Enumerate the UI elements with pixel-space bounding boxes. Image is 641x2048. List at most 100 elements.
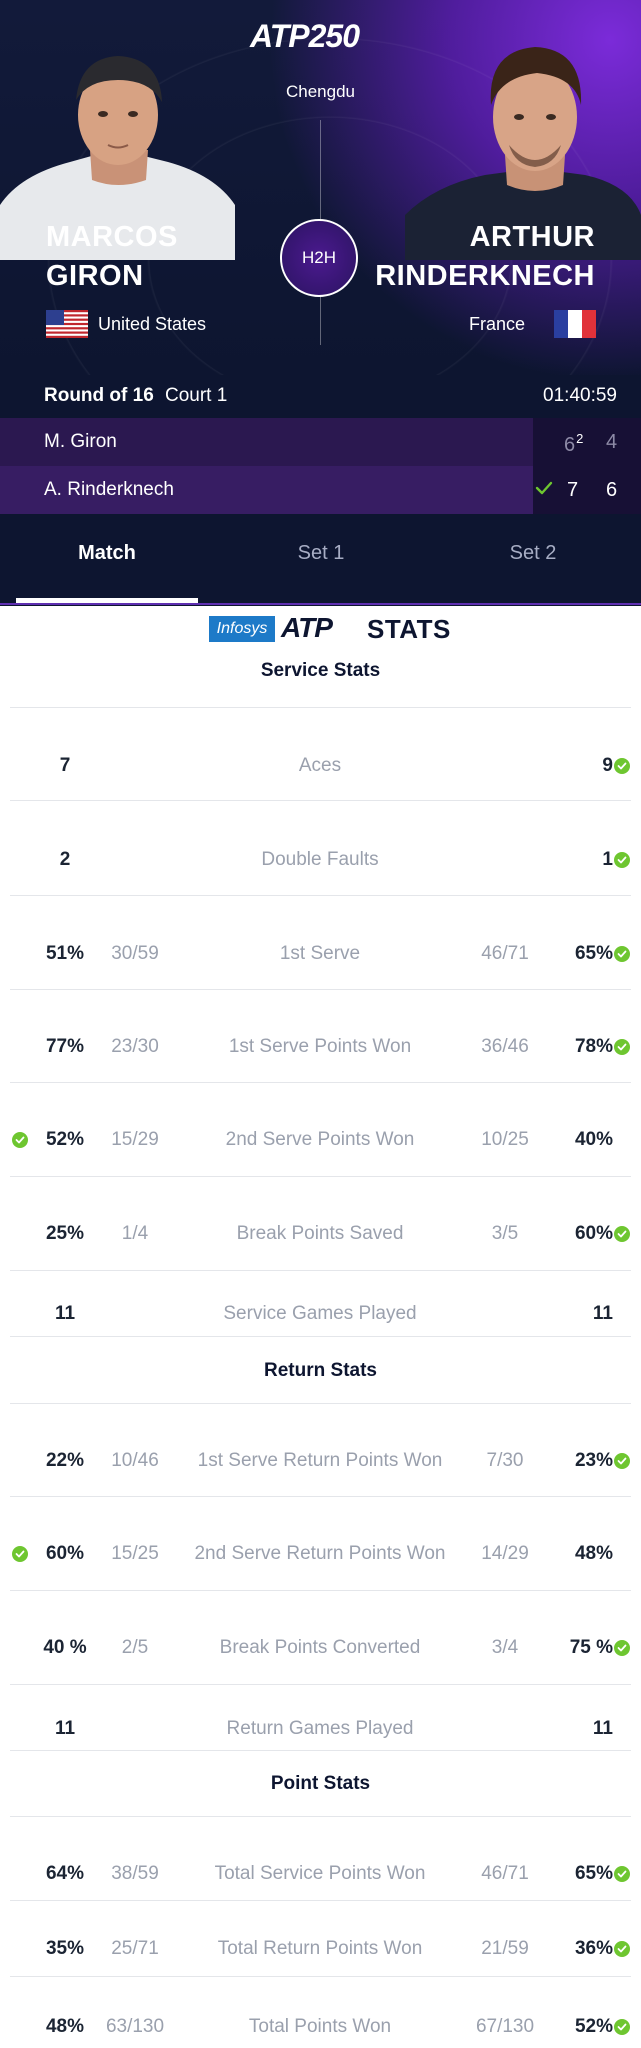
stat-right-detail: 67/130 [475, 2016, 535, 2037]
france-flag-icon [554, 310, 596, 338]
leader-check-icon [614, 758, 630, 774]
stat-left-value: 60% [45, 1543, 85, 1564]
stat-label: Double Faults [261, 849, 379, 870]
stat-right-detail: 46/71 [481, 943, 529, 964]
tab-match[interactable]: Match [78, 542, 136, 564]
atp250-logo-text: ATP250 [250, 18, 360, 54]
player2-last-name: RINDERKNECH [375, 260, 595, 292]
stat-left-detail: 63/130 [105, 2016, 165, 2037]
player1-name[interactable]: MARCOS GIRON [46, 218, 178, 296]
stat-left-detail: 30/59 [111, 943, 159, 964]
player1-set1-games: 6 [564, 434, 576, 456]
player1-set1-score: 62 [564, 431, 583, 457]
scoreboard-row-player2: A. Rinderknech 7 6 [0, 466, 641, 514]
player1-photo[interactable] [0, 30, 235, 260]
stat-left-value: 52% [45, 1129, 85, 1150]
stat-left-detail: 25/71 [111, 1938, 159, 1959]
atp-logo: ATP [281, 612, 333, 643]
player1-country: United States [98, 314, 207, 334]
stat-left-detail: 10/46 [111, 1450, 159, 1471]
divider [10, 1590, 631, 1591]
tab-set-2[interactable]: Set 2 [509, 542, 557, 564]
stat-label: Aces [298, 755, 342, 776]
match-header: ATP250 Chengdu H2H MARCOS GIRON ARTHUR R… [0, 0, 641, 375]
stat-left-detail: 15/25 [111, 1543, 159, 1564]
divider [10, 707, 631, 708]
stat-left-detail: 1/4 [121, 1223, 149, 1244]
leader-check-icon [12, 1132, 28, 1148]
tournament-city: Chengdu [285, 82, 355, 101]
court-label: Court 1 [165, 385, 228, 406]
divider [10, 800, 631, 801]
stat-right-value: 1 [602, 849, 613, 870]
point-stats-title: Point Stats [270, 1773, 371, 1794]
stat-right-value: 9 [602, 755, 613, 776]
return-stats-title: Return Stats [264, 1360, 377, 1381]
stat-right-detail: 14/29 [481, 1543, 529, 1564]
player2-name[interactable]: ARTHUR RINDERKNECH [375, 218, 595, 296]
divider [10, 1496, 631, 1497]
stat-right-value: 75 % [569, 1637, 613, 1658]
stat-left-value: 51% [45, 943, 85, 964]
divider [10, 1900, 631, 1901]
leader-check-icon [614, 946, 630, 962]
stat-label: Break Points Saved [236, 1223, 404, 1244]
player2-first-name: ARTHUR [469, 221, 595, 253]
match-duration: 01:40:59 [543, 385, 617, 406]
leader-check-icon [614, 2019, 630, 2035]
divider [10, 1403, 631, 1404]
stat-right-detail: 21/59 [481, 1938, 529, 1959]
us-flag-icon [46, 310, 88, 338]
leader-check-icon [12, 1546, 28, 1562]
stat-right-value: 65% [574, 1863, 613, 1884]
player2-photo[interactable] [405, 25, 641, 260]
stat-left-value: 7 [59, 755, 71, 776]
stat-right-detail: 46/71 [481, 1863, 529, 1884]
match-info-bar: Round of 16 Court 1 01:40:59 [0, 375, 641, 418]
stat-label: Break Points Converted [219, 1637, 421, 1658]
round-label: Round of 16 [44, 385, 154, 406]
stat-left-value: 35% [45, 1938, 85, 1959]
player1-first-name: MARCOS [46, 221, 178, 253]
stat-right-value: 36% [574, 1938, 613, 1959]
stat-left-detail: 15/29 [111, 1129, 159, 1150]
stat-left-detail: 38/59 [111, 1863, 159, 1884]
stat-right-detail: 7/30 [486, 1450, 524, 1471]
stat-right-value: 52% [574, 2016, 613, 2037]
stat-label: 1st Serve [279, 943, 361, 964]
stat-right-detail: 3/5 [491, 1223, 519, 1244]
divider [10, 1750, 631, 1751]
tab-set-1[interactable]: Set 1 [297, 542, 345, 564]
divider [10, 1336, 631, 1337]
stat-right-detail: 3/4 [491, 1637, 519, 1658]
scoreboard-player2-sets: 7 6 [533, 466, 641, 514]
tab-bar-border [0, 603, 641, 605]
stat-label: Total Return Points Won [217, 1938, 423, 1959]
leader-check-icon [614, 1866, 630, 1882]
stat-right-detail: 36/46 [481, 1036, 529, 1057]
stat-label: 2nd Serve Points Won [225, 1129, 415, 1150]
stat-left-detail: 2/5 [121, 1637, 149, 1658]
divider [10, 1816, 631, 1817]
stat-right-value: 60% [574, 1223, 613, 1244]
stat-left-value: 22% [45, 1450, 85, 1471]
stat-right-value: 11 [592, 1303, 613, 1324]
infosys-atp-stats-logo: Infosys ATP STATS [0, 612, 641, 648]
leader-check-icon [614, 1453, 630, 1469]
stat-left-value: 64% [45, 1863, 85, 1884]
stat-left-value: 11 [54, 1718, 76, 1739]
scoreboard-row-player1: M. Giron 62 4 [0, 418, 641, 466]
tab-bar: Match Set 1 Set 2 [0, 514, 641, 606]
stat-left-detail: 23/30 [111, 1036, 159, 1057]
divider [10, 1684, 631, 1685]
divider [10, 1270, 631, 1271]
player2-set2-score: 6 [606, 479, 618, 501]
stat-label: Return Games Played [226, 1718, 414, 1739]
divider [10, 989, 631, 990]
stat-right-detail: 10/25 [481, 1129, 529, 1150]
stat-right-value: 40% [574, 1129, 613, 1150]
h2h-button[interactable]: H2H [280, 219, 358, 297]
divider [10, 1976, 631, 1977]
stat-left-value: 77% [45, 1036, 85, 1057]
leader-check-icon [614, 1941, 630, 1957]
